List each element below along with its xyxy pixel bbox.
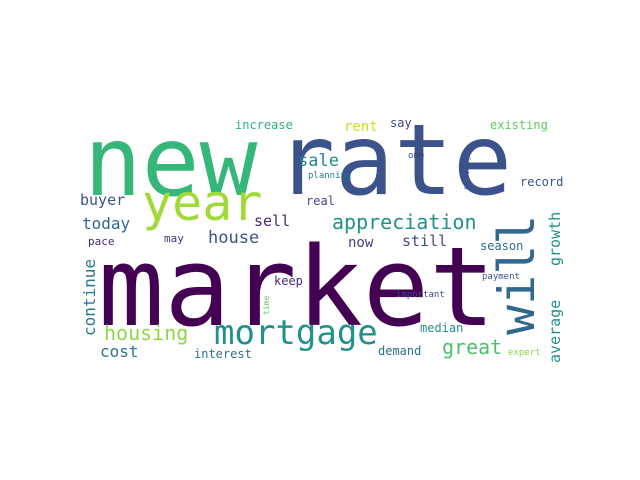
word-expert: expert <box>508 348 541 358</box>
word-median: median <box>420 321 464 335</box>
word-pace: pace <box>88 235 115 248</box>
word-demand: demand <box>378 344 422 358</box>
word-sell: sell <box>254 212 291 230</box>
word-buyer: buyer <box>80 191 126 209</box>
word-average: average <box>546 299 564 363</box>
word-market: market <box>98 223 496 351</box>
word-important: important <box>396 290 445 300</box>
word-growth: growth <box>546 211 564 266</box>
word-selling: selling <box>462 156 471 190</box>
word-great: great <box>442 335 503 359</box>
word-planning: planning <box>308 171 352 181</box>
word-one: one <box>408 151 425 161</box>
word-sale: sale <box>298 151 339 171</box>
word-payment: payment <box>482 272 520 282</box>
word-housing: housing <box>104 321 189 345</box>
word-time: time <box>262 295 271 315</box>
word-record: record <box>520 175 564 189</box>
word-continue: continue <box>80 258 99 336</box>
word-mortgage: mortgage <box>214 313 378 353</box>
word-season: season <box>480 239 524 253</box>
word-cost: cost <box>100 342 139 361</box>
word-year: year <box>142 174 263 232</box>
word-new: new <box>84 120 258 218</box>
word-increase: increase <box>235 120 293 132</box>
word-interest: interest <box>194 347 252 361</box>
word-rate: rate <box>276 120 513 218</box>
word-today: today <box>82 214 131 233</box>
word-rent: rent <box>344 120 378 135</box>
word-still: still <box>402 232 448 250</box>
word-say: say <box>390 120 412 130</box>
word-keep: keep <box>274 274 303 288</box>
word-now: now <box>348 235 374 251</box>
word-house: house <box>208 228 260 248</box>
word-may: may <box>164 232 184 245</box>
word-cloud-canvas: market rate new year mortgage will appre… <box>80 120 570 365</box>
word-real: real <box>306 194 335 208</box>
word-appreciation: appreciation <box>332 210 477 234</box>
word-existing: existing <box>490 120 548 132</box>
